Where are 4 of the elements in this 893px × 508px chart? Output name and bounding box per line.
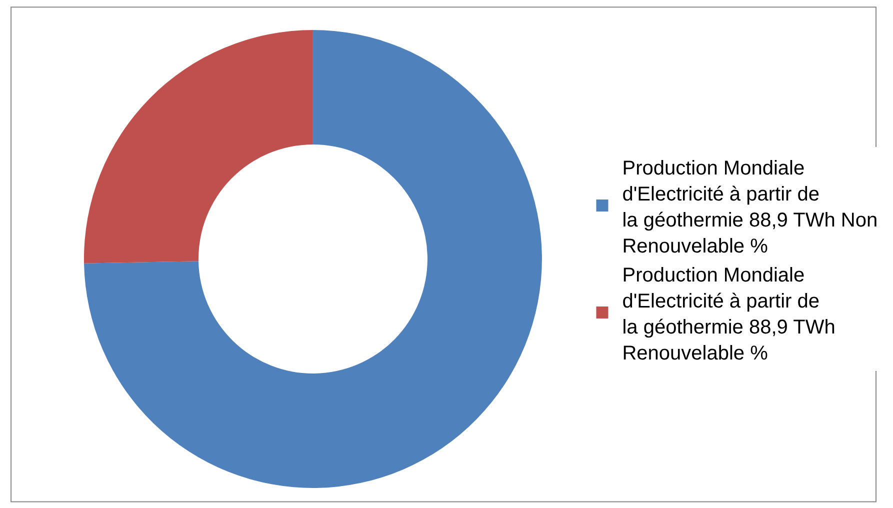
donut-slice [84, 30, 313, 264]
legend-label: Production Mondiale d'Electricité à partir de la géothermie 88,9 TWh Renouvelable % [622, 264, 836, 364]
donut-slice [84, 30, 542, 488]
legend-label: Production Mondiale d'Electricité à partir de la géothermie 88,9 TWh Non Renouvelable % [622, 157, 878, 258]
